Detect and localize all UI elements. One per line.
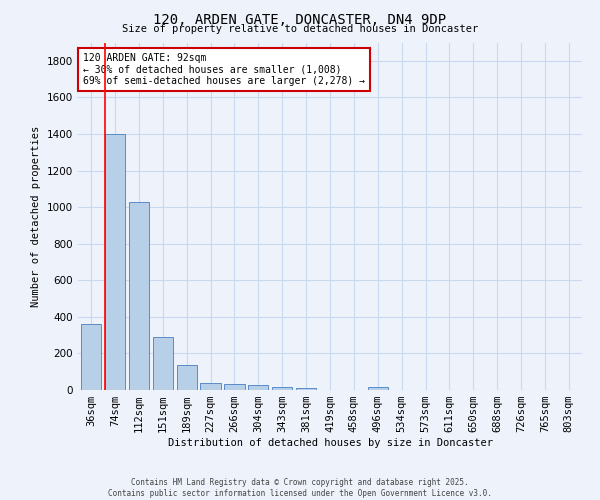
Bar [368, 388, 388, 390]
Text: 120 ARDEN GATE: 92sqm
← 30% of detached houses are smaller (1,008)
69% of semi-d: 120 ARDEN GATE: 92sqm ← 30% of detached … [83, 53, 365, 86]
Bar [129, 202, 149, 390]
Bar [105, 134, 125, 390]
Bar [200, 382, 221, 390]
Bar [176, 366, 197, 390]
Text: Contains HM Land Registry data © Crown copyright and database right 2025.
Contai: Contains HM Land Registry data © Crown c… [108, 478, 492, 498]
Bar [81, 324, 101, 390]
Bar [296, 388, 316, 390]
Bar [224, 384, 245, 390]
Bar [272, 388, 292, 390]
Bar [248, 386, 268, 390]
Text: Size of property relative to detached houses in Doncaster: Size of property relative to detached ho… [122, 24, 478, 34]
Text: 120, ARDEN GATE, DONCASTER, DN4 9DP: 120, ARDEN GATE, DONCASTER, DN4 9DP [154, 12, 446, 26]
Bar [152, 337, 173, 390]
Y-axis label: Number of detached properties: Number of detached properties [31, 126, 41, 307]
X-axis label: Distribution of detached houses by size in Doncaster: Distribution of detached houses by size … [167, 438, 493, 448]
